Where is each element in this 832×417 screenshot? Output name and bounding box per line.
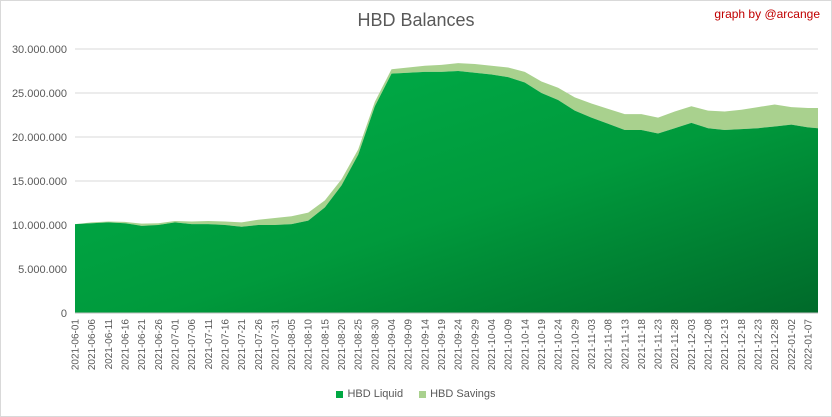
- x-tick-label: 2021-09-09: [404, 319, 415, 371]
- x-tick-label: 2021-06-26: [154, 319, 165, 371]
- x-tick-label: 2021-07-21: [237, 319, 248, 371]
- y-tick-label: 15.000.000: [12, 176, 67, 188]
- series-areas: [75, 63, 818, 313]
- x-tick-label: 2021-08-30: [370, 319, 381, 371]
- x-tick-label: 2021-07-26: [254, 319, 265, 371]
- x-tick-label: 2021-08-10: [304, 319, 315, 371]
- x-tick-label: 2021-08-15: [320, 319, 331, 371]
- x-tick-label: 2021-11-13: [620, 319, 631, 370]
- x-tick-label: 2021-09-24: [454, 319, 465, 371]
- x-tick-label: 2021-10-04: [487, 319, 498, 371]
- x-tick-label: 2021-12-03: [687, 319, 698, 371]
- legend: HBD Liquid HBD Savings: [0, 388, 832, 400]
- legend-swatch-liquid: [336, 390, 344, 398]
- x-tick-label: 2021-07-01: [170, 319, 181, 371]
- x-tick-label: 2021-06-21: [137, 319, 148, 371]
- x-tick-label: 2021-07-06: [187, 319, 198, 371]
- legend-label-savings: HBD Savings: [430, 388, 496, 400]
- x-tick-label: 2021-12-08: [704, 319, 715, 371]
- chart-credit: graph by @arcange: [714, 7, 820, 21]
- x-tick-label: 2021-12-23: [754, 319, 765, 371]
- x-tick-label: 2021-11-03: [587, 319, 598, 370]
- y-tick-label: 30.000.000: [12, 44, 67, 56]
- x-tick-label: 2022-01-02: [787, 319, 798, 371]
- x-tick-label: 2021-09-29: [470, 319, 481, 371]
- x-axis: 2021-06-01 2021-06-06 2021-06-11 2021-06-16…: [71, 312, 818, 371]
- x-tick-label: 2021-10-19: [537, 319, 548, 371]
- legend-item-savings: HBD Savings: [419, 388, 496, 400]
- legend-label-liquid: HBD Liquid: [347, 388, 404, 400]
- x-tick-label: 2021-06-01: [71, 319, 82, 371]
- y-tick-label: 20.000.000: [12, 132, 67, 144]
- x-tick-label: 2021-09-14: [420, 319, 431, 371]
- x-tick-label: 2021-08-05: [287, 319, 298, 371]
- y-tick-label: 10.000.000: [12, 220, 67, 232]
- x-tick-label: 2021-10-09: [504, 319, 515, 371]
- x-tick-label: 2021-11-08: [604, 319, 615, 370]
- x-tick-label: 2021-09-19: [437, 319, 448, 371]
- x-tick-label: 2021-12-28: [770, 319, 781, 371]
- legend-swatch-savings: [419, 390, 427, 398]
- x-tick-label: 2021-11-23: [654, 319, 665, 370]
- x-tick-label: 2021-08-20: [337, 319, 348, 371]
- x-tick-label: 2021-11-28: [670, 319, 681, 370]
- x-tick-label: 2021-09-04: [387, 319, 398, 371]
- x-tick-label: 2021-12-13: [720, 319, 731, 371]
- y-axis: 0 5.000.000 10.000.000 15.000.000 20.000.000…: [12, 44, 67, 320]
- x-tick-label: 2021-06-06: [87, 319, 98, 371]
- x-tick-label: 2021-10-29: [570, 319, 581, 371]
- x-tick-label: 2021-06-11: [104, 319, 115, 370]
- x-tick-label: 2021-10-24: [554, 319, 565, 371]
- series-area-hbd-liquid: [75, 71, 818, 313]
- y-tick-label: 25.000.000: [12, 88, 67, 100]
- y-tick-label: 5.000.000: [18, 264, 67, 276]
- x-tick-label: 2022-01-07: [804, 319, 815, 371]
- chart-title: HBD Balances: [357, 10, 475, 30]
- x-tick-label: 2021-11-18: [637, 319, 648, 370]
- x-tick-label: 2021-07-11: [204, 319, 215, 370]
- x-tick-label: 2021-06-16: [120, 319, 131, 371]
- x-tick-label: 2021-07-16: [220, 319, 231, 371]
- x-tick-label: 2021-08-25: [354, 319, 365, 371]
- legend-item-liquid: HBD Liquid: [336, 388, 403, 400]
- x-tick-label: 2021-10-14: [520, 319, 531, 371]
- y-tick-label: 0: [61, 308, 67, 320]
- x-tick-label: 2021-07-31: [270, 319, 281, 371]
- x-tick-label: 2021-12-18: [737, 319, 748, 371]
